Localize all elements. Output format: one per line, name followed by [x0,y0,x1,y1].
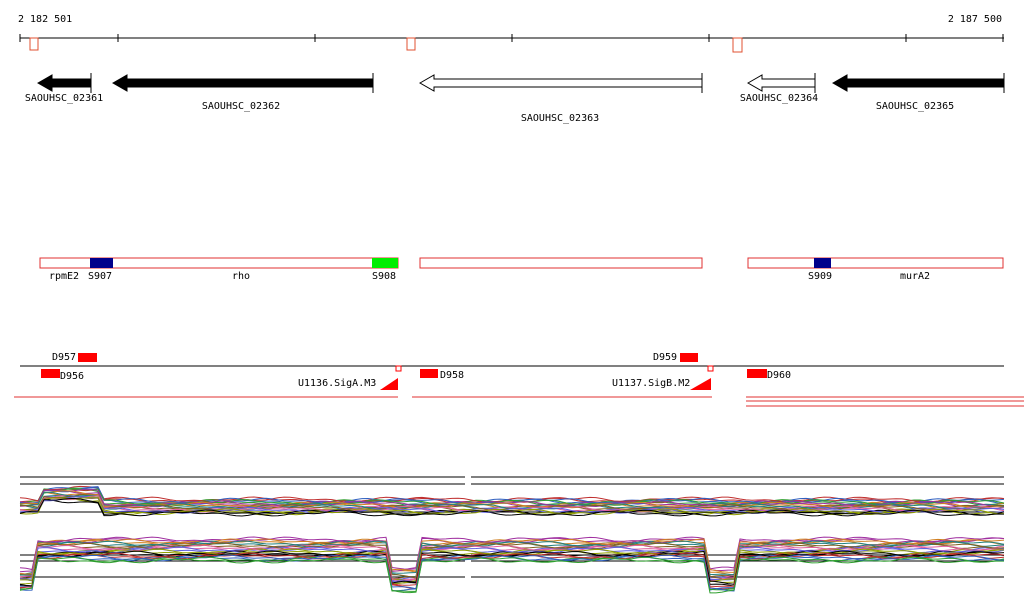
region-track [39,257,1004,269]
expression-trace [19,497,1005,517]
gene-label: SAOUHSC_02365 [876,101,954,112]
feature-label: D958 [440,370,464,381]
expression-trace [19,552,1005,588]
ruler-marks [29,37,743,53]
coord-start: 2 182 501 [18,14,72,25]
region-label: murA2 [900,271,930,282]
gene-label: SAOUHSC_02363 [521,113,599,124]
feature-label: U1136.SigA.M3 [298,378,376,389]
region-label: S909 [808,271,832,282]
gene-label: SAOUHSC_02361 [25,93,103,104]
feature-track [14,353,1024,407]
expression-trace [19,546,1005,583]
gene-arrow [746,74,816,92]
ruler [19,34,1004,42]
expression-trace [19,540,1005,577]
feature-label: D957 [52,352,76,363]
expression-track [19,476,1005,594]
feature-label: D960 [767,370,791,381]
gene-arrow [418,74,703,92]
gene-label: SAOUHSC_02362 [202,101,280,112]
feature-label: D959 [653,352,677,363]
region-label: rho [232,271,250,282]
expression-trace [19,542,1005,580]
region-label: rpmE2 [49,271,79,282]
feature-label: U1137.SigB.M2 [612,378,690,389]
expression-trace [19,488,1005,507]
coord-end: 2 187 500 [948,14,1002,25]
expression-trace [19,550,1005,587]
expression-trace [19,548,1005,584]
expression-trace [19,538,1005,575]
expression-trace [19,487,1005,505]
gene-label: SAOUHSC_02364 [740,93,818,104]
expression-trace [19,554,1005,592]
gene-arrow [36,74,92,92]
feature-label: D956 [60,371,84,382]
region-label: S907 [88,271,112,282]
expression-trace [19,538,1005,576]
gene-arrow [831,74,1005,92]
gene-arrow [111,74,374,92]
expression-trace [19,496,1005,514]
expression-trace [19,556,1005,594]
region-label: S908 [372,271,396,282]
